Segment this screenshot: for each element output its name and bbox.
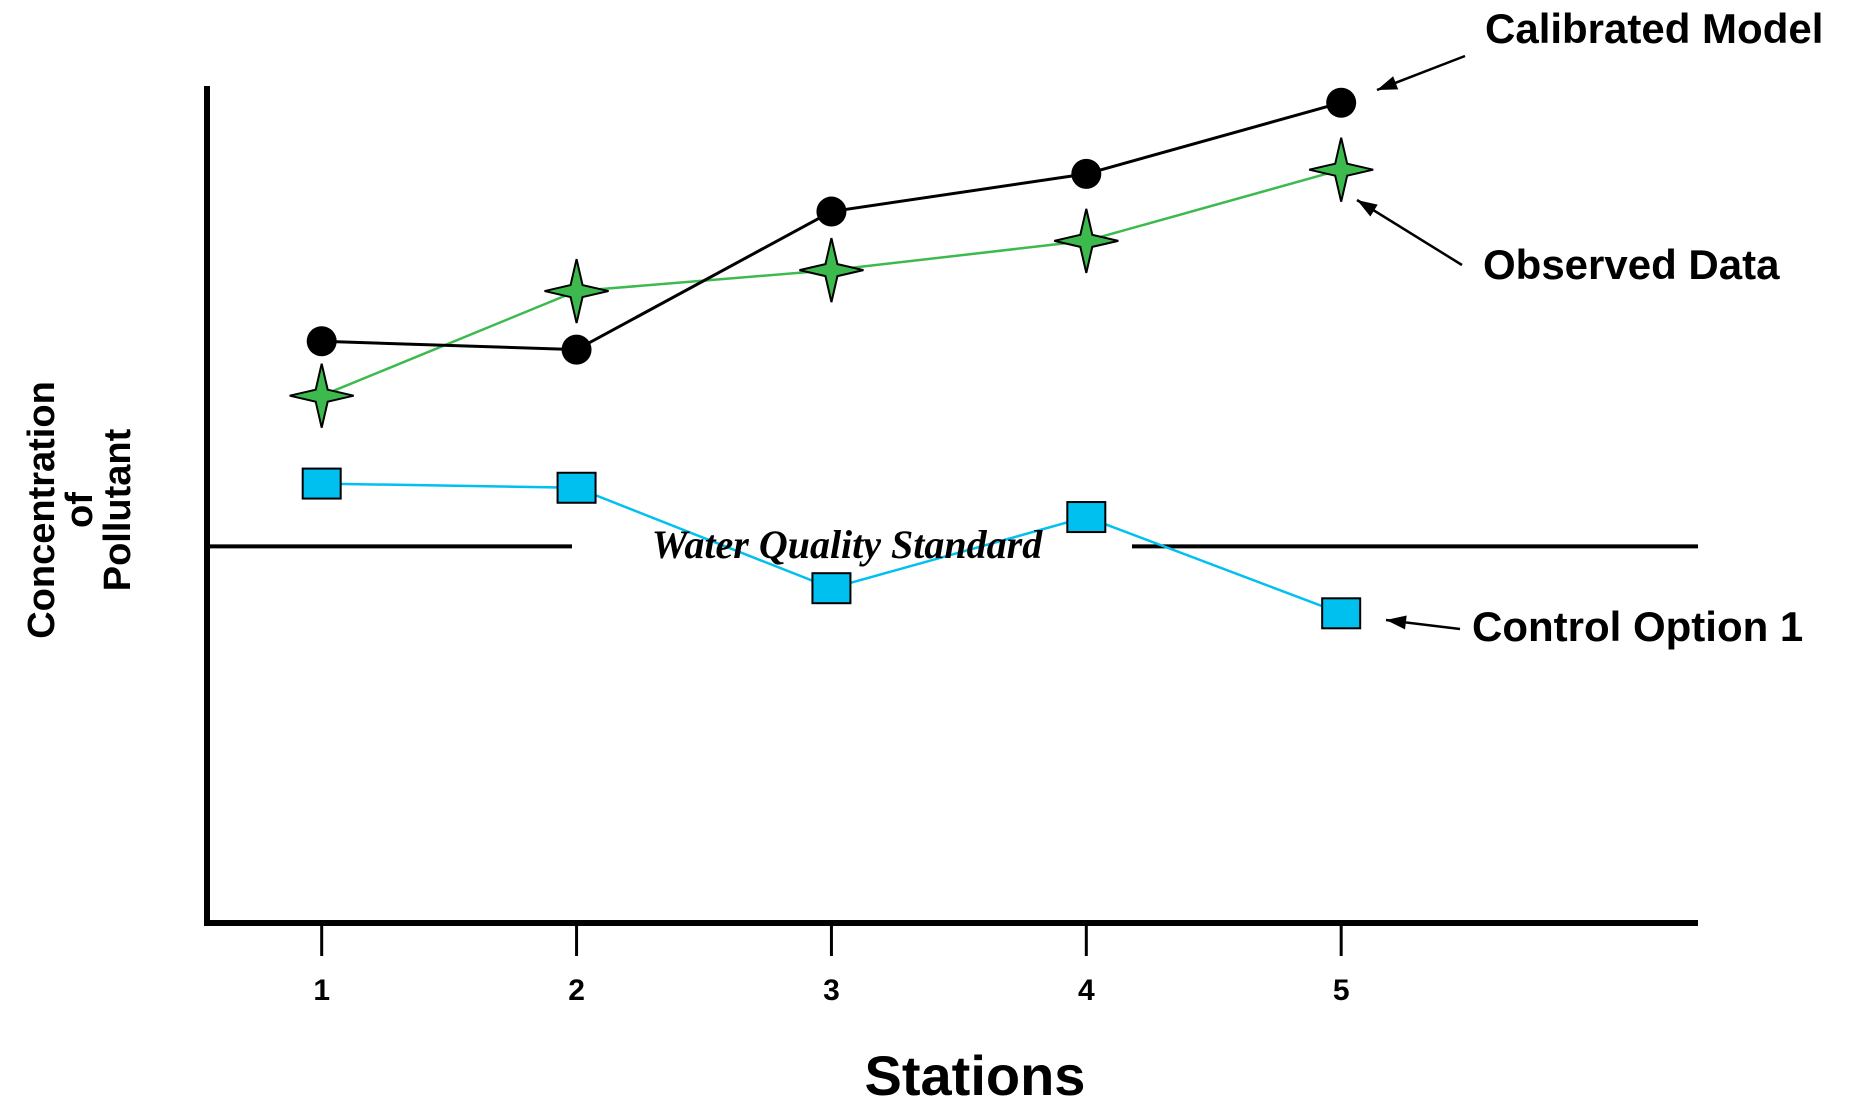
control-option-point — [301, 467, 342, 500]
y-axis-title: Concentration of Pollutant — [21, 381, 139, 639]
callout-control-option-1-label: Control Option 1 — [1472, 603, 1803, 650]
observed-data-point — [799, 237, 864, 303]
observed-data-point — [1308, 137, 1374, 202]
callout-layer: Calibrated Model Observed Data Control Opt… — [1356, 5, 1823, 650]
control-option-point — [1066, 501, 1107, 534]
x-tick-layer: 1 2 3 4 5 — [313, 923, 1350, 1007]
observed-data-point — [289, 363, 354, 428]
callout-calibrated-model-label: Calibrated Model — [1485, 5, 1823, 52]
x-tick-label: 4 — [1078, 974, 1095, 1007]
calibrated-model-point — [1071, 158, 1102, 189]
callout-calibrated-model-arrowhead — [1377, 76, 1399, 90]
series-layer — [289, 87, 1374, 630]
calibrated-model-point — [561, 334, 592, 365]
callout-observed-data-arrowhead — [1357, 200, 1378, 217]
reference-line-label: Water Quality Standard — [652, 522, 1043, 567]
x-tick-label: 5 — [1333, 974, 1350, 1007]
callout-observed-data-label: Observed Data — [1483, 241, 1780, 288]
y-axis-title-line-2: of — [59, 492, 101, 528]
control-option-point — [811, 572, 852, 605]
y-axis-title-line-3: Pollutant — [97, 428, 139, 591]
axes-layer — [204, 86, 1698, 926]
x-axis-title: Stations — [865, 1044, 1086, 1100]
callout-control-option-1-arrowhead — [1386, 615, 1407, 630]
observed-data-point — [544, 258, 609, 324]
y-axis-title-line-1: Concentration — [21, 381, 63, 639]
control-option-point — [556, 471, 597, 504]
calibrated-model-point — [816, 196, 847, 227]
x-tick-label: 3 — [823, 974, 840, 1007]
callout-observed-data-arrow — [1356, 198, 1463, 267]
calibrated-model-point — [306, 326, 337, 357]
observed-data-point — [1054, 208, 1119, 274]
x-tick-label: 1 — [313, 974, 330, 1007]
control-option-point — [1321, 597, 1362, 630]
x-tick-label: 2 — [568, 974, 585, 1007]
calibrated-model-point — [1326, 87, 1357, 118]
